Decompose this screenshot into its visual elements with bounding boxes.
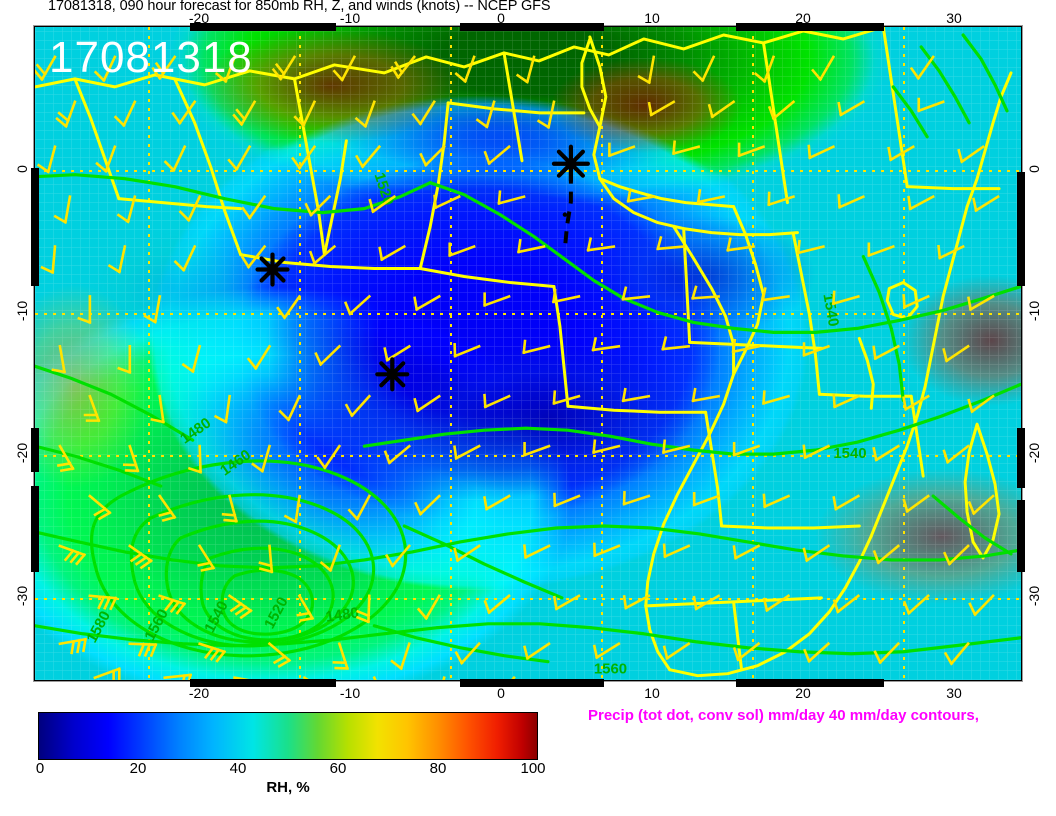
xtick-bottom-1: -10 (339, 685, 361, 701)
map-vector-overlay: 1520 1540 1480 1460 1480 1580 1560 1540 … (35, 27, 1021, 680)
wind-barb-layer (35, 55, 1000, 680)
colorbar-tick-5: 100 (520, 760, 546, 777)
colorbar-tick-3: 60 (329, 760, 347, 777)
storm-marker-3 (375, 357, 410, 392)
axis-tick-left-1 (31, 428, 39, 472)
contour-label-1460: 1460 (217, 446, 254, 479)
ytick-right-2: -20 (1026, 442, 1042, 464)
storm-marker-layer (255, 144, 590, 392)
map-plot-frame: 1520 1540 1480 1460 1480 1580 1560 1540 … (33, 25, 1023, 682)
colorbar-tick-4: 80 (429, 760, 447, 777)
gridline-lon-10 (601, 27, 603, 680)
axis-tick-top-1 (460, 23, 604, 31)
xtick-bottom-0: -20 (188, 685, 210, 701)
contour-label-1560b: 1560 (594, 661, 627, 678)
gridline-lat--20 (35, 455, 1021, 457)
contour-label-layer: 1520 1540 1480 1460 1480 1580 1560 1540 … (83, 171, 866, 678)
storm-marker-2 (255, 252, 290, 287)
contour-label-1580: 1580 (83, 608, 114, 645)
axis-tick-left-2 (31, 486, 39, 572)
xtick-top-0: -20 (188, 10, 210, 26)
axis-tick-right-1 (1017, 428, 1025, 488)
colorbar-tick-0: 0 (35, 760, 45, 777)
xtick-top-5: 30 (946, 10, 962, 26)
ytick-right-3: -30 (1026, 585, 1042, 607)
track-point (562, 212, 568, 217)
forecast-track-layer (562, 171, 573, 249)
gridline-lon--10 (299, 27, 301, 680)
gridline-lon--20 (148, 27, 150, 680)
xtick-bottom-3: 10 (644, 685, 660, 701)
contour-label-1480b: 1480 (325, 604, 360, 625)
contour-label-1540: 1540 (833, 445, 866, 462)
axis-tick-right-2 (1017, 500, 1025, 572)
contour-label-1520b: 1520 (261, 594, 292, 631)
map-plot-area: 1520 1540 1480 1460 1480 1580 1560 1540 … (35, 27, 1021, 680)
gridline-lon-0 (450, 27, 452, 680)
gridline-lon-30 (903, 27, 905, 680)
xtick-bottom-4: 20 (795, 685, 811, 701)
colorbar-tick-1: 20 (129, 760, 147, 777)
gridline-lat-0 (35, 170, 1021, 172)
contour-label-1520: 1520 (371, 171, 397, 208)
xtick-top-1: -10 (339, 10, 361, 26)
axis-tick-bottom-2 (736, 679, 884, 687)
xtick-top-2: 0 (497, 10, 505, 26)
axis-tick-left-0 (31, 168, 39, 286)
contour-label-1480: 1480 (177, 414, 214, 447)
gridline-lat--30 (35, 598, 1021, 600)
gridline-lon-20 (752, 27, 754, 680)
axis-tick-top-0 (190, 23, 336, 31)
colorbar-tick-2: 40 (229, 760, 247, 777)
colorbar-title: RH, % (266, 779, 310, 796)
ytick-right-0: 0 (1026, 165, 1042, 173)
ytick-left-2: -20 (14, 442, 30, 464)
xtick-bottom-2: 0 (497, 685, 505, 701)
axis-tick-bottom-0 (190, 679, 336, 687)
ytick-right-1: -10 (1026, 300, 1042, 322)
storm-marker-1 (551, 144, 590, 183)
ytick-left-0: 0 (14, 165, 30, 173)
xtick-top-3: 10 (644, 10, 660, 26)
ytick-left-3: -30 (14, 585, 30, 607)
page-title: 17081318, 090 hour forecast for 850mb RH… (48, 0, 551, 14)
xtick-bottom-5: 30 (946, 685, 962, 701)
axis-tick-top-2 (736, 23, 884, 31)
ytick-left-1: -10 (14, 300, 30, 322)
rh-colorbar (38, 712, 538, 760)
gridline-lat--10 (35, 313, 1021, 315)
contour-label-1540c: 1540 (819, 292, 842, 328)
axis-tick-bottom-1 (460, 679, 604, 687)
axis-tick-right-0 (1017, 172, 1025, 286)
xtick-top-4: 20 (795, 10, 811, 26)
date-stamp-overlay: 17081318 (49, 33, 253, 82)
precip-legend-text: Precip (tot dot, conv sol) mm/day 40 mm/… (588, 707, 979, 724)
